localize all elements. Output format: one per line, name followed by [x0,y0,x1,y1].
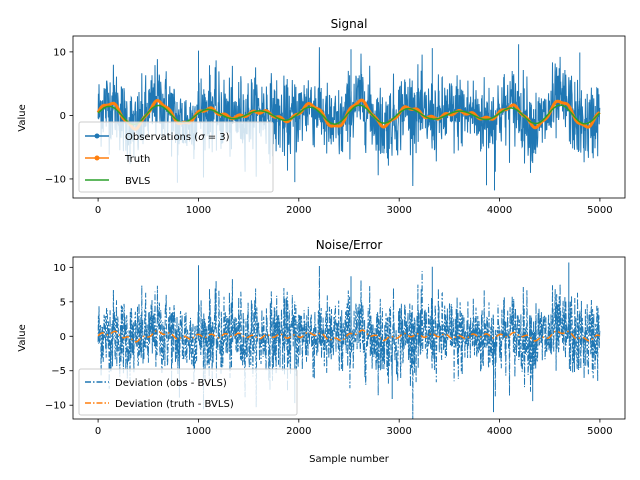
y-tick-label: −5 [51,366,66,377]
noise-title: Noise/Error [316,238,383,252]
noise-legend-box [78,368,298,416]
x-tick-label: 3000 [386,205,411,216]
legend-marker-observations [94,133,100,139]
x-tick-label: 5000 [587,205,612,216]
y-tick-label: 0 [60,111,66,122]
x-tick-label: 1000 [186,426,211,437]
noise-ylabel: Value [17,324,28,351]
deviation-obs-series-line [97,265,601,419]
noise-panel: Noise/Error Value Sample number 0 1000 200… [17,238,626,465]
legend-marker-truth [94,155,100,161]
signal-axes-frame [72,35,626,199]
x-tick-label: 2000 [286,426,311,437]
signal-legend-box [78,121,274,193]
noise-axes-frame [72,256,626,420]
legend-label-deviation-obs: Deviation (obs - BVLS) [115,378,227,389]
legend-label-bvls: BVLS [125,176,150,187]
signal-title: Signal [331,17,368,31]
signal-ticks: 0 1000 2000 3000 4000 5000 −10 0 10 [45,47,613,216]
signal-ylabel: Value [17,104,28,131]
signal-panel: Signal Value 0 1000 2000 3000 4000 5000 −10 0 10… [17,17,626,216]
y-tick-label: 5 [60,297,66,308]
noise-legend: Deviation (obs - BVLS) Deviation (truth … [78,368,298,416]
x-tick-label: 3000 [386,426,411,437]
signal-legend: Observations (σ = 3) Truth BVLS [78,121,274,193]
x-tick-label: 4000 [487,426,512,437]
legend-label-deviation-truth: Deviation (truth - BVLS) [115,399,234,410]
x-tick-label: 4000 [487,205,512,216]
y-tick-label: 10 [53,263,66,274]
legend-label-truth: Truth [124,154,150,165]
y-tick-label: 10 [53,47,66,58]
y-tick-label: −10 [45,401,66,412]
noise-ticks: 0 1000 2000 3000 4000 5000 −10 −5 0 5 10 [45,263,613,437]
x-tick-label: 0 [95,205,101,216]
x-tick-label: 5000 [587,426,612,437]
legend-label-observations: Observations (σ = 3) [125,132,230,143]
deviation-truth-series-line [97,329,601,343]
y-tick-label: 0 [60,332,66,343]
noise-xlabel: Sample number [309,454,390,465]
x-tick-label: 2000 [286,205,311,216]
x-tick-label: 0 [95,426,101,437]
y-tick-label: −10 [45,174,66,185]
x-tick-label: 1000 [186,205,211,216]
